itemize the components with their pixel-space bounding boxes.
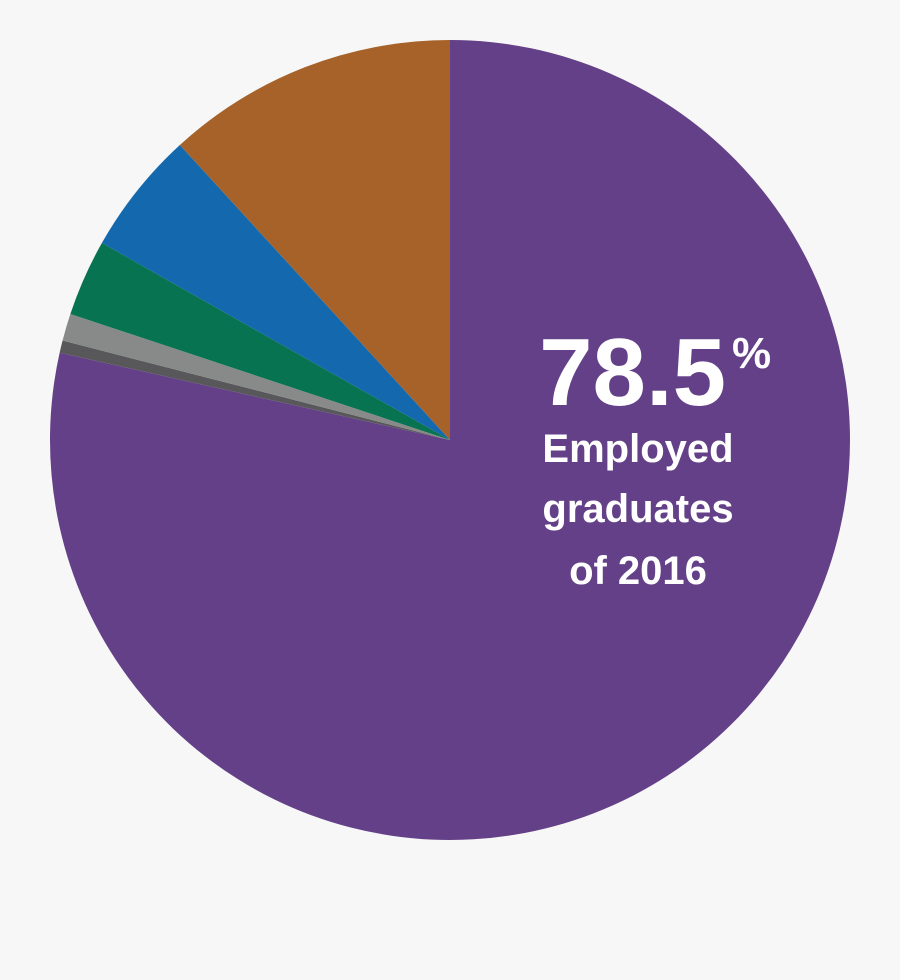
annotation-line-1: Employed: [542, 427, 733, 471]
pie-slice-3: [70, 242, 450, 440]
pie-slice-4: [101, 144, 450, 440]
annotation-line-2: graduates: [542, 487, 733, 531]
annotation-line-3: of 2016: [569, 549, 707, 593]
pie-slice-1: [59, 340, 450, 440]
pie-slice-2: [62, 314, 450, 440]
pie-slice-5: [179, 40, 450, 440]
annotation-value: 78.5: [539, 319, 726, 426]
annotation-unit: %: [732, 329, 771, 378]
